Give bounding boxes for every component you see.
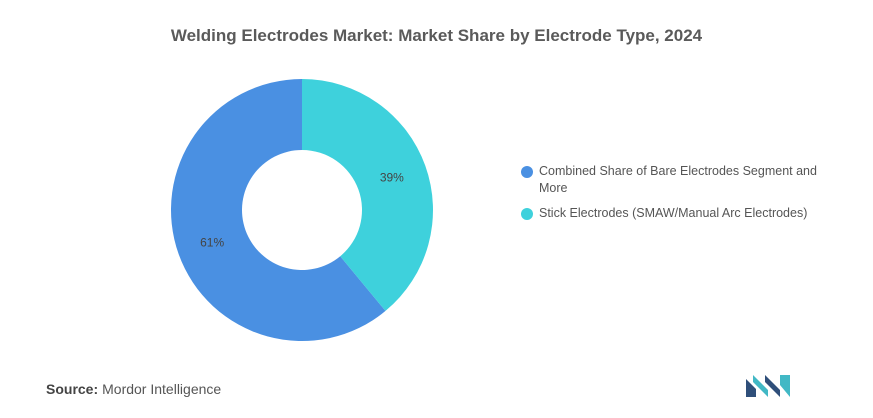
legend-item-bare-electrodes: Combined Share of Bare Electrodes Segmen… [521, 163, 831, 197]
legend-label-stick-electrodes: Stick Electrodes (SMAW/Manual Arc Electr… [539, 206, 808, 220]
donut-slice-bare-electrodes [170, 79, 386, 342]
legend-swatch-bare-electrodes [521, 166, 533, 178]
source-line: Source: Mordor Intelligence [46, 381, 221, 397]
legend-label-bare-electrodes: Combined Share of Bare Electrodes Segmen… [539, 164, 817, 195]
data-label-stick-electrodes: 39% [380, 171, 404, 185]
mordor-logo-icon [746, 375, 790, 397]
data-label-bare-electrodes: 61% [200, 235, 224, 249]
chart-title: Welding Electrodes Market: Market Share … [170, 26, 703, 45]
source-label: Source: [46, 381, 99, 397]
legend-swatch-stick-electrodes [521, 208, 533, 220]
legend: Combined Share of Bare Electrodes Segmen… [521, 163, 831, 230]
donut-slice-stick-electrodes [302, 79, 433, 311]
source-value: Mordor Intelligence [102, 381, 222, 397]
legend-item-stick-electrodes: Stick Electrodes (SMAW/Manual Arc Electr… [521, 205, 831, 222]
